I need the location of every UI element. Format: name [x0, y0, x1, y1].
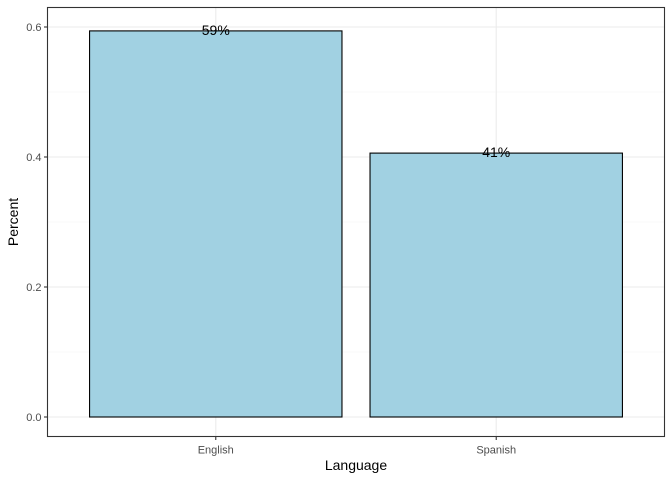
x-axis-title: Language — [325, 457, 388, 473]
plot-panel-border — [46, 6, 666, 438]
x-tick-label: Spanish — [476, 445, 516, 457]
y-tick-label: 0.2 — [26, 282, 41, 294]
x-axis: English Spanish — [198, 436, 516, 457]
data-label-spanish: 41% — [482, 144, 510, 160]
y-tick-label: 0.0 — [26, 412, 41, 424]
y-axis-title: Percent — [5, 198, 21, 246]
bars-layer — [89, 30, 623, 418]
data-labels-layer: 59% 41% — [202, 22, 510, 160]
y-axis: 0.0 0.2 0.4 0.6 — [26, 22, 48, 424]
data-label-english: 59% — [202, 22, 230, 38]
x-tick-label: English — [198, 445, 234, 457]
bar-spanish — [369, 152, 623, 418]
y-tick-label: 0.4 — [26, 152, 41, 164]
bar-english — [89, 30, 343, 418]
y-tick-label: 0.6 — [26, 22, 41, 34]
